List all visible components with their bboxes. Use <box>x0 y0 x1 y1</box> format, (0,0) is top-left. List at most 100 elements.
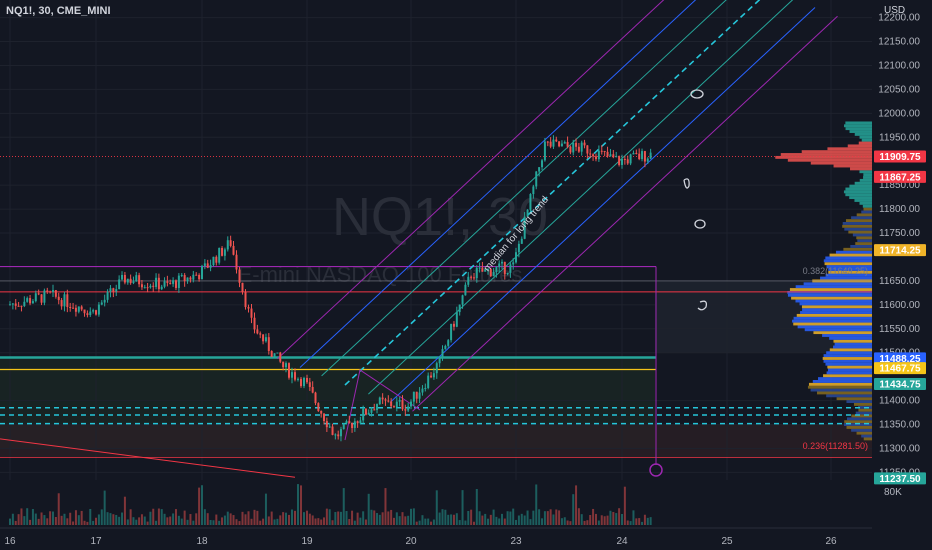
volume-bar <box>353 520 356 525</box>
symbol-header[interactable]: NQ1!, 30, CME_MINI <box>6 5 111 17</box>
candle-body <box>308 382 311 387</box>
candle-body <box>401 399 404 410</box>
profile-bar <box>826 394 872 398</box>
volume-bar <box>118 516 121 525</box>
volume-bar <box>57 493 60 525</box>
pitchfork-median <box>344 0 761 386</box>
candle-body <box>43 290 46 303</box>
candle-body <box>160 286 163 290</box>
candle-body <box>492 272 495 277</box>
volume-bar <box>373 510 376 525</box>
candle-body <box>303 377 305 387</box>
candle-body <box>146 287 149 289</box>
candle-body <box>421 388 424 393</box>
profile-bar <box>851 428 872 432</box>
volume-bar <box>381 512 384 525</box>
volume-bar <box>370 509 373 525</box>
volume-bar <box>198 487 201 525</box>
volume-bar <box>509 511 512 525</box>
price-tick: 11300.00 <box>879 443 920 454</box>
candle-body <box>163 281 166 287</box>
candle-body <box>203 263 206 266</box>
drawings[interactable] <box>649 89 708 477</box>
volume-bar <box>223 515 226 525</box>
volume-bar <box>174 509 177 525</box>
candle-body <box>100 302 103 305</box>
volume-bar <box>569 521 572 525</box>
candle-body <box>430 375 433 378</box>
profile-bar <box>849 184 872 188</box>
profile-bar <box>850 167 872 171</box>
candle-body <box>526 209 529 217</box>
candle-body <box>109 288 112 292</box>
profile-bar <box>789 288 872 291</box>
candle-body <box>186 277 189 282</box>
volume-bar <box>517 515 520 525</box>
volume-bar <box>515 519 517 525</box>
candle-body <box>221 247 224 256</box>
candle-body <box>288 363 290 378</box>
candle-body <box>74 307 77 312</box>
volume-bar <box>612 511 615 525</box>
volume-bar <box>34 513 37 525</box>
volume-bar <box>535 484 538 525</box>
candle-body <box>415 391 418 399</box>
candle-body <box>381 397 384 400</box>
time-tick: 18 <box>196 536 208 547</box>
volume-bar <box>226 511 229 525</box>
price-axis[interactable]: 12200.00 12150.00 12100.00 12050.00 12000.00… <box>872 0 932 550</box>
volume-bar <box>212 520 215 525</box>
profile-bar <box>795 299 872 303</box>
candle-body <box>189 277 192 280</box>
volume-bar <box>247 511 250 525</box>
time-axis[interactable]: 16 17 18 19 20 23 24 25 26 <box>0 527 872 547</box>
candle-body <box>412 391 415 402</box>
volume-bar <box>121 512 124 525</box>
volume-bar <box>435 490 438 525</box>
volume-bar <box>589 515 592 525</box>
volume-bar <box>264 493 267 525</box>
candle-body <box>259 333 262 335</box>
profile-bar <box>851 216 872 220</box>
candle-body <box>177 275 180 288</box>
candle-body <box>461 295 464 305</box>
volume-bar <box>345 510 348 525</box>
volume-bar <box>404 516 407 525</box>
volume-bar <box>37 518 40 525</box>
volume-bar <box>241 511 244 525</box>
candle-body <box>198 274 201 280</box>
time-tick: 25 <box>721 536 733 547</box>
volume-bar <box>282 512 285 525</box>
profile-bar <box>845 219 872 223</box>
price-tick: 12100.00 <box>878 60 920 71</box>
profile-bar <box>825 273 872 277</box>
drawn-circle <box>690 89 704 99</box>
volume-bar <box>418 520 421 525</box>
candle-body <box>367 412 370 415</box>
trend-line <box>0 438 296 478</box>
volume-bar <box>267 516 270 525</box>
volume-bar <box>597 520 600 525</box>
candle-body <box>300 378 302 387</box>
volume-bar <box>495 516 498 525</box>
volume-bar <box>80 510 83 525</box>
candle-body <box>543 141 546 161</box>
candle-body <box>563 142 566 144</box>
pitchfork[interactable] <box>277 0 838 441</box>
candle-body <box>192 274 195 280</box>
candle-body <box>342 423 345 430</box>
volume-bar <box>92 520 95 525</box>
profile-bar <box>859 170 872 174</box>
candle-body <box>635 152 638 154</box>
time-tick: 16 <box>4 536 16 547</box>
candle-body <box>157 277 160 290</box>
profile-bar <box>854 132 872 136</box>
volume-bar <box>444 509 447 525</box>
candles <box>9 135 652 442</box>
candle-body <box>452 323 455 327</box>
profile-bar <box>829 348 872 352</box>
candle-body <box>376 404 379 410</box>
candle-body <box>638 153 641 160</box>
candle-body <box>390 401 393 407</box>
